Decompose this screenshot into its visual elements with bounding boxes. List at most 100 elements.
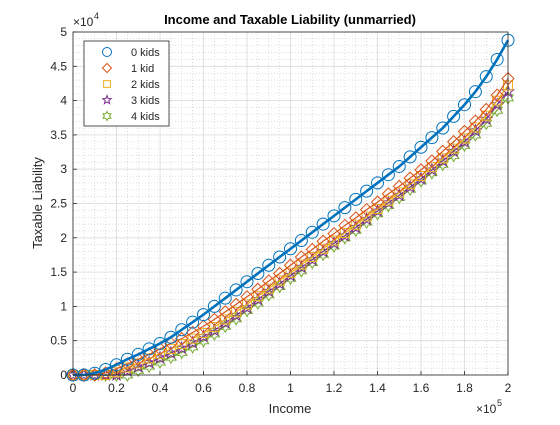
data-point-4-kids [164, 350, 177, 365]
data-point-2-kids [285, 267, 296, 278]
data-point-0-kids [371, 176, 384, 190]
data-point-2-kids [503, 80, 513, 91]
y-tick-label: 2 [60, 231, 67, 245]
y-exponent-base: ×10 [73, 15, 94, 29]
y-tick-label: 3 [60, 162, 67, 176]
data-point-0-kids [240, 275, 254, 289]
legend-item-1-kid: 1 kid [101, 62, 154, 75]
x-tick-label: 0 [70, 381, 77, 395]
data-point-0-kids [197, 308, 210, 322]
legend-marker-3-kids [101, 94, 113, 105]
data-point-1-kid [490, 88, 504, 102]
x-tick-label: 1 [287, 381, 294, 395]
data-point-0-kids [414, 140, 428, 154]
series-line-1-kid [73, 78, 509, 376]
data-point-0-kids [229, 283, 243, 297]
legend-marker-2-kids [103, 80, 111, 88]
data-point-2-kids [220, 314, 231, 325]
legend-item-2-kids: 2 kids [103, 79, 160, 91]
x-tick-label: 1.2 [326, 381, 343, 395]
data-point-0-kids [284, 242, 297, 256]
data-point-2-kids [252, 291, 263, 302]
data-point-4-kids [284, 271, 297, 286]
data-point-1-kid [218, 305, 232, 319]
data-point-2-kids [231, 306, 242, 317]
x-tick-label: 1.8 [456, 381, 473, 395]
data-point-1-kid [327, 226, 341, 241]
data-point-0-kids [349, 192, 363, 206]
legend-label-1-kid: 1 kid [131, 63, 154, 75]
legend-item-4-kids: 4 kids [102, 110, 160, 123]
y-tick-label: 4.5 [50, 59, 67, 73]
y-axis-label: Taxable Liability [30, 157, 45, 249]
data-point-2-kids [416, 171, 426, 182]
data-point-0-kids [447, 109, 461, 123]
data-point-0-kids [458, 98, 471, 112]
data-point-1-kid [425, 154, 439, 168]
data-point-2-kids [318, 243, 329, 254]
data-point-0-kids [120, 352, 134, 366]
data-point-0-kids [468, 85, 482, 99]
data-point-2-kids [307, 252, 318, 263]
x-tick-label: 0.8 [239, 381, 256, 395]
data-point-4-kids [349, 223, 362, 238]
x-tick-label: 1.6 [413, 381, 430, 395]
data-point-0-kids [305, 225, 319, 239]
x-tick-label: 0.2 [108, 381, 125, 395]
legend-marker-4-kids [102, 110, 112, 122]
data-point-1-kid [185, 325, 200, 340]
data-point-1-kid [251, 282, 265, 296]
data-point-4-kids [327, 239, 341, 254]
legend-marker-1-kid [101, 62, 113, 74]
data-point-1-kid [240, 290, 254, 304]
data-point-1-kid [446, 135, 461, 149]
y-tick-label: 5 [60, 25, 67, 39]
data-point-1-kid [207, 312, 222, 327]
data-point-2-kids [492, 95, 503, 106]
y-exponent: ×10 4 [73, 11, 99, 29]
legend-box [83, 40, 170, 127]
data-point-0-kids [175, 323, 189, 337]
data-point-1-kid [359, 202, 374, 217]
data-point-2-kids [296, 259, 307, 270]
data-point-4-kids [306, 255, 319, 270]
series-line-3-kids [73, 91, 509, 376]
data-point-4-kids [208, 326, 221, 341]
data-point-2-kids [209, 321, 220, 332]
y-tick-label: 2.5 [50, 197, 67, 211]
legend: 0 kids 1 kid 2 kids 3 kids 4 kids [83, 40, 170, 127]
data-point-4-kids [360, 215, 373, 230]
chart-title: Income and Taxable Liability (unmarried) [164, 12, 416, 27]
data-point-0-kids [403, 150, 417, 164]
data-point-0-kids [164, 330, 178, 344]
data-point-0-kids [142, 342, 156, 356]
x-exponent-power: 5 [497, 398, 502, 408]
data-point-4-kids [295, 263, 308, 278]
data-point-1-kid [262, 274, 276, 288]
data-point-0-kids [381, 168, 395, 182]
data-point-2-kids [350, 219, 361, 230]
legend-label-2-kids: 2 kids [131, 79, 160, 91]
y-tick-label: 4 [60, 94, 67, 108]
legend-label-0-kids: 0 kids [131, 47, 160, 59]
data-point-0-kids [360, 184, 374, 198]
y-tick-label: 1.5 [50, 265, 67, 279]
x-tick-label: 1.4 [369, 381, 386, 395]
data-point-4-kids [143, 359, 156, 374]
data-point-1-kid [414, 163, 428, 177]
data-point-1-kid [457, 124, 472, 139]
data-point-2-kids [176, 339, 187, 350]
data-point-2-kids [405, 179, 416, 190]
ticks: 0 0.2 0.4 0.6 0.8 1 1.2 1.4 1.6 1.8 2 0 0.5 1 1.5 2 2.5 3… [50, 25, 511, 395]
data-point-2-kids [198, 328, 209, 339]
data-point-0-kids [392, 159, 406, 173]
legend-item-3-kids: 3 kids [101, 94, 160, 107]
data-point-2-kids [165, 343, 176, 354]
data-point-0-kids [490, 52, 504, 66]
data-point-0-kids [262, 258, 276, 272]
data-point-1-kid [349, 211, 363, 225]
data-point-2-kids [263, 283, 274, 294]
data-point-1-kid [294, 250, 309, 264]
data-point-0-kids [218, 291, 232, 305]
data-point-0-kids [153, 336, 167, 350]
